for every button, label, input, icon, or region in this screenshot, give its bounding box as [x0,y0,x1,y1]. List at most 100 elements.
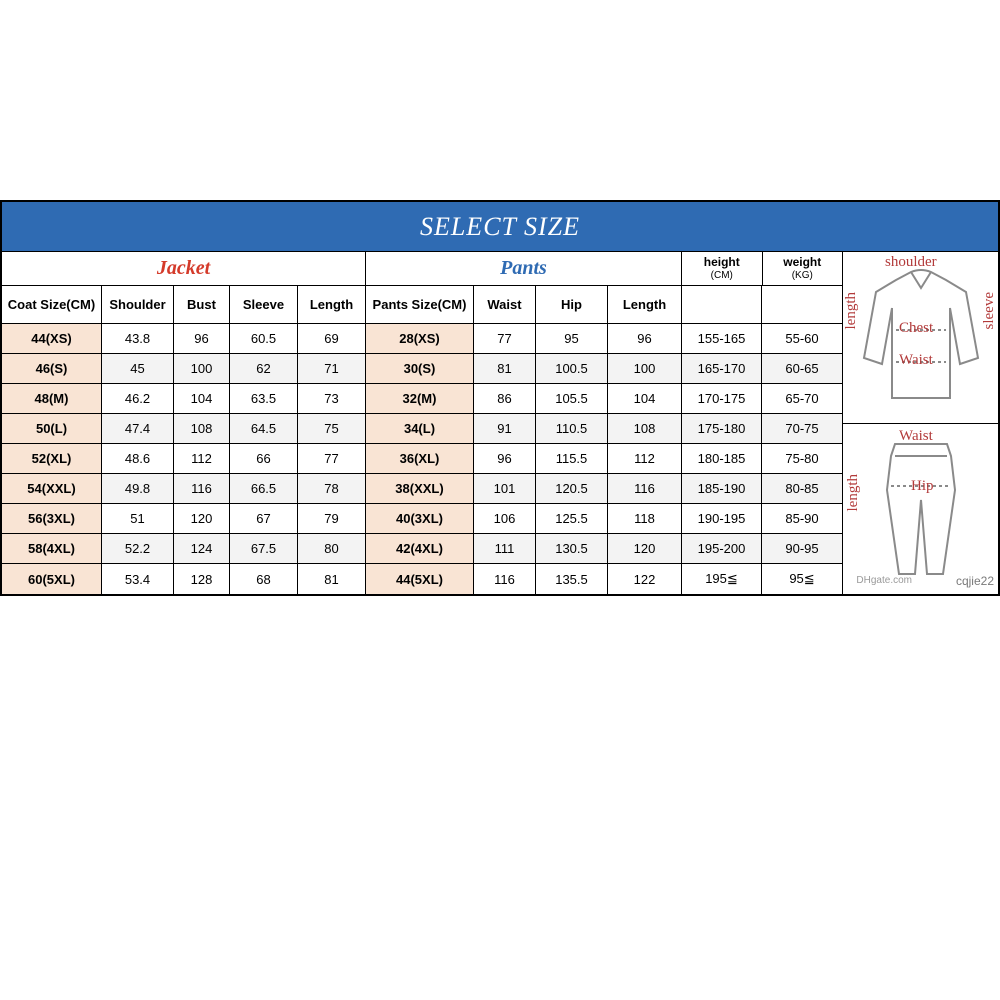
table-cell: 53.4 [102,564,174,594]
label-sleeve: sleeve [981,292,998,329]
col-jacket-length: Length [298,286,366,324]
table-cell: 67.5 [230,534,298,564]
table-cell: 108 [174,414,230,444]
table-cell: 40(3XL) [366,504,474,534]
table-cell: 58(4XL) [2,534,102,564]
size-chart: SELECT SIZE Jacket Pants height (CM) wei… [0,200,1000,596]
table-cell: 52.2 [102,534,174,564]
table-cell: 190-195 [682,504,762,534]
table-cell: 91 [474,414,536,444]
table-cell: 128 [174,564,230,594]
table-cell: 60.5 [230,324,298,354]
table-cell: 104 [608,384,682,414]
table-cell: 68 [230,564,298,594]
table-cell: 95 [536,324,608,354]
table-row: 56(3XL)51120677940(3XL)106125.5118190-19… [2,504,842,534]
table-cell: 36(XL) [366,444,474,474]
pants-icon [861,430,981,580]
col-pants-size: Pants Size(CM) [366,286,474,324]
jacket-diagram: shoulder length sleeve Chest Waist [843,252,998,424]
table-cell: 165-170 [682,354,762,384]
table-cell: 116 [608,474,682,504]
table-cell: 78 [298,474,366,504]
table-cell: 195-200 [682,534,762,564]
table-cell: 63.5 [230,384,298,414]
col-hip: Hip [536,286,608,324]
table-cell: 32(M) [366,384,474,414]
table-cell: 79 [298,504,366,534]
table-row: 48(M)46.210463.57332(M)86105.5104170-175… [2,384,842,414]
table-row: 52(XL)48.6112667736(XL)96115.5112180-185… [2,444,842,474]
weight-label: weight [783,256,821,269]
table-cell: 100 [608,354,682,384]
table-cell: 44(XS) [2,324,102,354]
table-cell: 62 [230,354,298,384]
table-cell: 195≦ [682,564,762,594]
table-cell: 80 [298,534,366,564]
table-cell: 120 [174,504,230,534]
label-waist: Waist [899,352,933,369]
table-cell: 56(3XL) [2,504,102,534]
table-cell: 116 [474,564,536,594]
table-cell: 125.5 [536,504,608,534]
table-cell: 28(XS) [366,324,474,354]
table-cell: 47.4 [102,414,174,444]
table-cell: 96 [174,324,230,354]
chart-title: SELECT SIZE [2,202,998,252]
col-weight [762,286,842,324]
diagrams-column: shoulder length sleeve Chest Waist Waist… [842,252,998,594]
table-cell: 52(XL) [2,444,102,474]
table-cell: 48.6 [102,444,174,474]
table-cell: 77 [298,444,366,474]
table-cell: 110.5 [536,414,608,444]
table-cell: 155-165 [682,324,762,354]
table-cell: 122 [608,564,682,594]
table-row: 58(4XL)52.212467.58042(4XL)111130.512019… [2,534,842,564]
col-shoulder: Shoulder [102,286,174,324]
tables-column: Jacket Pants height (CM) weight (KG) [2,252,842,594]
table-cell: 115.5 [536,444,608,474]
table-cell: 46(S) [2,354,102,384]
table-cell: 51 [102,504,174,534]
table-cell: 73 [298,384,366,414]
label-hip: Hip [911,478,934,495]
label-plength: length [845,474,862,512]
column-header-row: Coat Size(CM) Shoulder Bust Sleeve Lengt… [2,286,842,324]
table-cell: 135.5 [536,564,608,594]
table-cell: 96 [608,324,682,354]
table-cell: 112 [608,444,682,474]
table-cell: 106 [474,504,536,534]
table-row: 46(S)45100627130(S)81100.5100165-17060-6… [2,354,842,384]
table-cell: 105.5 [536,384,608,414]
label-shoulder: shoulder [885,254,937,271]
table-cell: 180-185 [682,444,762,474]
table-cell: 49.8 [102,474,174,504]
table-cell: 50(L) [2,414,102,444]
height-unit: (CM) [711,270,733,281]
weight-unit: (KG) [792,270,813,281]
col-sleeve: Sleeve [230,286,298,324]
section-header-row: Jacket Pants height (CM) weight (KG) [2,252,842,286]
table-cell: 104 [174,384,230,414]
col-waist: Waist [474,286,536,324]
height-label: height [704,256,740,269]
pants-section-header: Pants [366,252,682,286]
table-cell: 81 [298,564,366,594]
table-cell: 185-190 [682,474,762,504]
label-chest: Chest [899,320,933,337]
table-row: 54(XXL)49.811666.57838(XXL)101120.511618… [2,474,842,504]
table-cell: 95≦ [762,564,842,594]
table-cell: 116 [174,474,230,504]
table-cell: 71 [298,354,366,384]
table-cell: 77 [474,324,536,354]
table-cell: 90-95 [762,534,842,564]
table-cell: 81 [474,354,536,384]
table-cell: 175-180 [682,414,762,444]
table-row: 50(L)47.410864.57534(L)91110.5108175-180… [2,414,842,444]
table-cell: 38(XXL) [366,474,474,504]
table-row: 60(5XL)53.4128688144(5XL)116135.5122195≦… [2,564,842,594]
table-cell: 120 [608,534,682,564]
table-cell: 130.5 [536,534,608,564]
label-length: length [843,292,860,330]
table-cell: 85-90 [762,504,842,534]
